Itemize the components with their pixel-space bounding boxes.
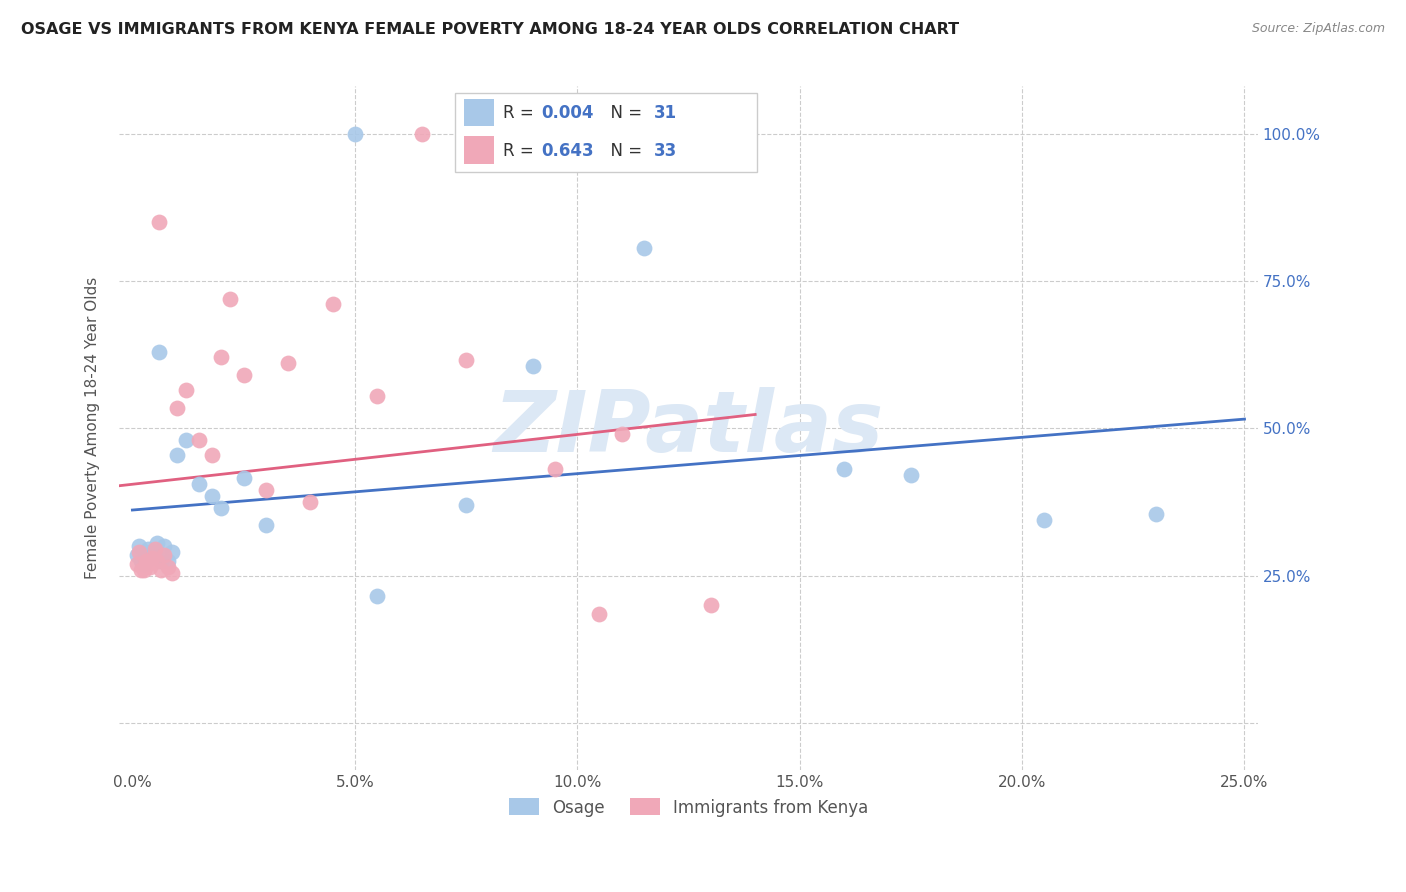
Point xyxy=(900,468,922,483)
Point xyxy=(277,356,299,370)
Point xyxy=(156,554,179,568)
Point xyxy=(132,563,155,577)
Point xyxy=(128,539,150,553)
Point xyxy=(254,518,277,533)
Point xyxy=(699,598,721,612)
Point xyxy=(148,215,170,229)
Point xyxy=(1033,512,1056,526)
Point xyxy=(148,344,170,359)
Point xyxy=(125,557,148,571)
Point xyxy=(174,383,197,397)
Point xyxy=(522,359,544,374)
Point xyxy=(201,448,224,462)
Point xyxy=(141,548,163,562)
Text: ZIPatlas: ZIPatlas xyxy=(494,386,883,470)
Point xyxy=(209,500,232,515)
Point xyxy=(166,401,188,415)
Point xyxy=(136,541,159,556)
Point xyxy=(146,536,169,550)
Point xyxy=(135,545,157,559)
Point xyxy=(141,550,163,565)
Point xyxy=(588,607,610,621)
Point xyxy=(174,433,197,447)
Point xyxy=(143,545,166,559)
Point xyxy=(132,557,155,571)
Y-axis label: Female Poverty Among 18-24 Year Olds: Female Poverty Among 18-24 Year Olds xyxy=(86,277,100,579)
Point xyxy=(139,550,162,565)
Point xyxy=(454,498,477,512)
Text: Source: ZipAtlas.com: Source: ZipAtlas.com xyxy=(1251,22,1385,36)
Point xyxy=(146,554,169,568)
Point xyxy=(136,557,159,571)
Point xyxy=(343,127,366,141)
Point xyxy=(150,554,173,568)
Point xyxy=(209,351,232,365)
Point xyxy=(832,462,855,476)
Point xyxy=(454,353,477,368)
Point xyxy=(633,242,655,256)
Point xyxy=(299,495,322,509)
Point xyxy=(156,559,179,574)
Point xyxy=(129,554,152,568)
Point xyxy=(366,389,388,403)
Point xyxy=(219,292,242,306)
Point xyxy=(150,563,173,577)
Point xyxy=(232,471,254,485)
Point xyxy=(544,462,567,476)
Text: OSAGE VS IMMIGRANTS FROM KENYA FEMALE POVERTY AMONG 18-24 YEAR OLDS CORRELATION : OSAGE VS IMMIGRANTS FROM KENYA FEMALE PO… xyxy=(21,22,959,37)
Point xyxy=(162,545,184,559)
Point xyxy=(152,548,174,562)
Point xyxy=(125,548,148,562)
Point xyxy=(135,554,157,568)
Point xyxy=(139,559,162,574)
Point xyxy=(610,427,633,442)
Point xyxy=(322,297,344,311)
Point xyxy=(162,566,184,580)
Point xyxy=(166,448,188,462)
Point xyxy=(1144,507,1167,521)
Point xyxy=(254,483,277,497)
Point xyxy=(128,545,150,559)
Point xyxy=(411,127,433,141)
Point xyxy=(143,541,166,556)
Point xyxy=(366,589,388,603)
Point xyxy=(129,563,152,577)
Point xyxy=(152,539,174,553)
Point xyxy=(188,433,211,447)
Legend: Osage, Immigrants from Kenya: Osage, Immigrants from Kenya xyxy=(502,792,875,823)
Point xyxy=(201,489,224,503)
Point xyxy=(232,368,254,383)
Point xyxy=(188,477,211,491)
